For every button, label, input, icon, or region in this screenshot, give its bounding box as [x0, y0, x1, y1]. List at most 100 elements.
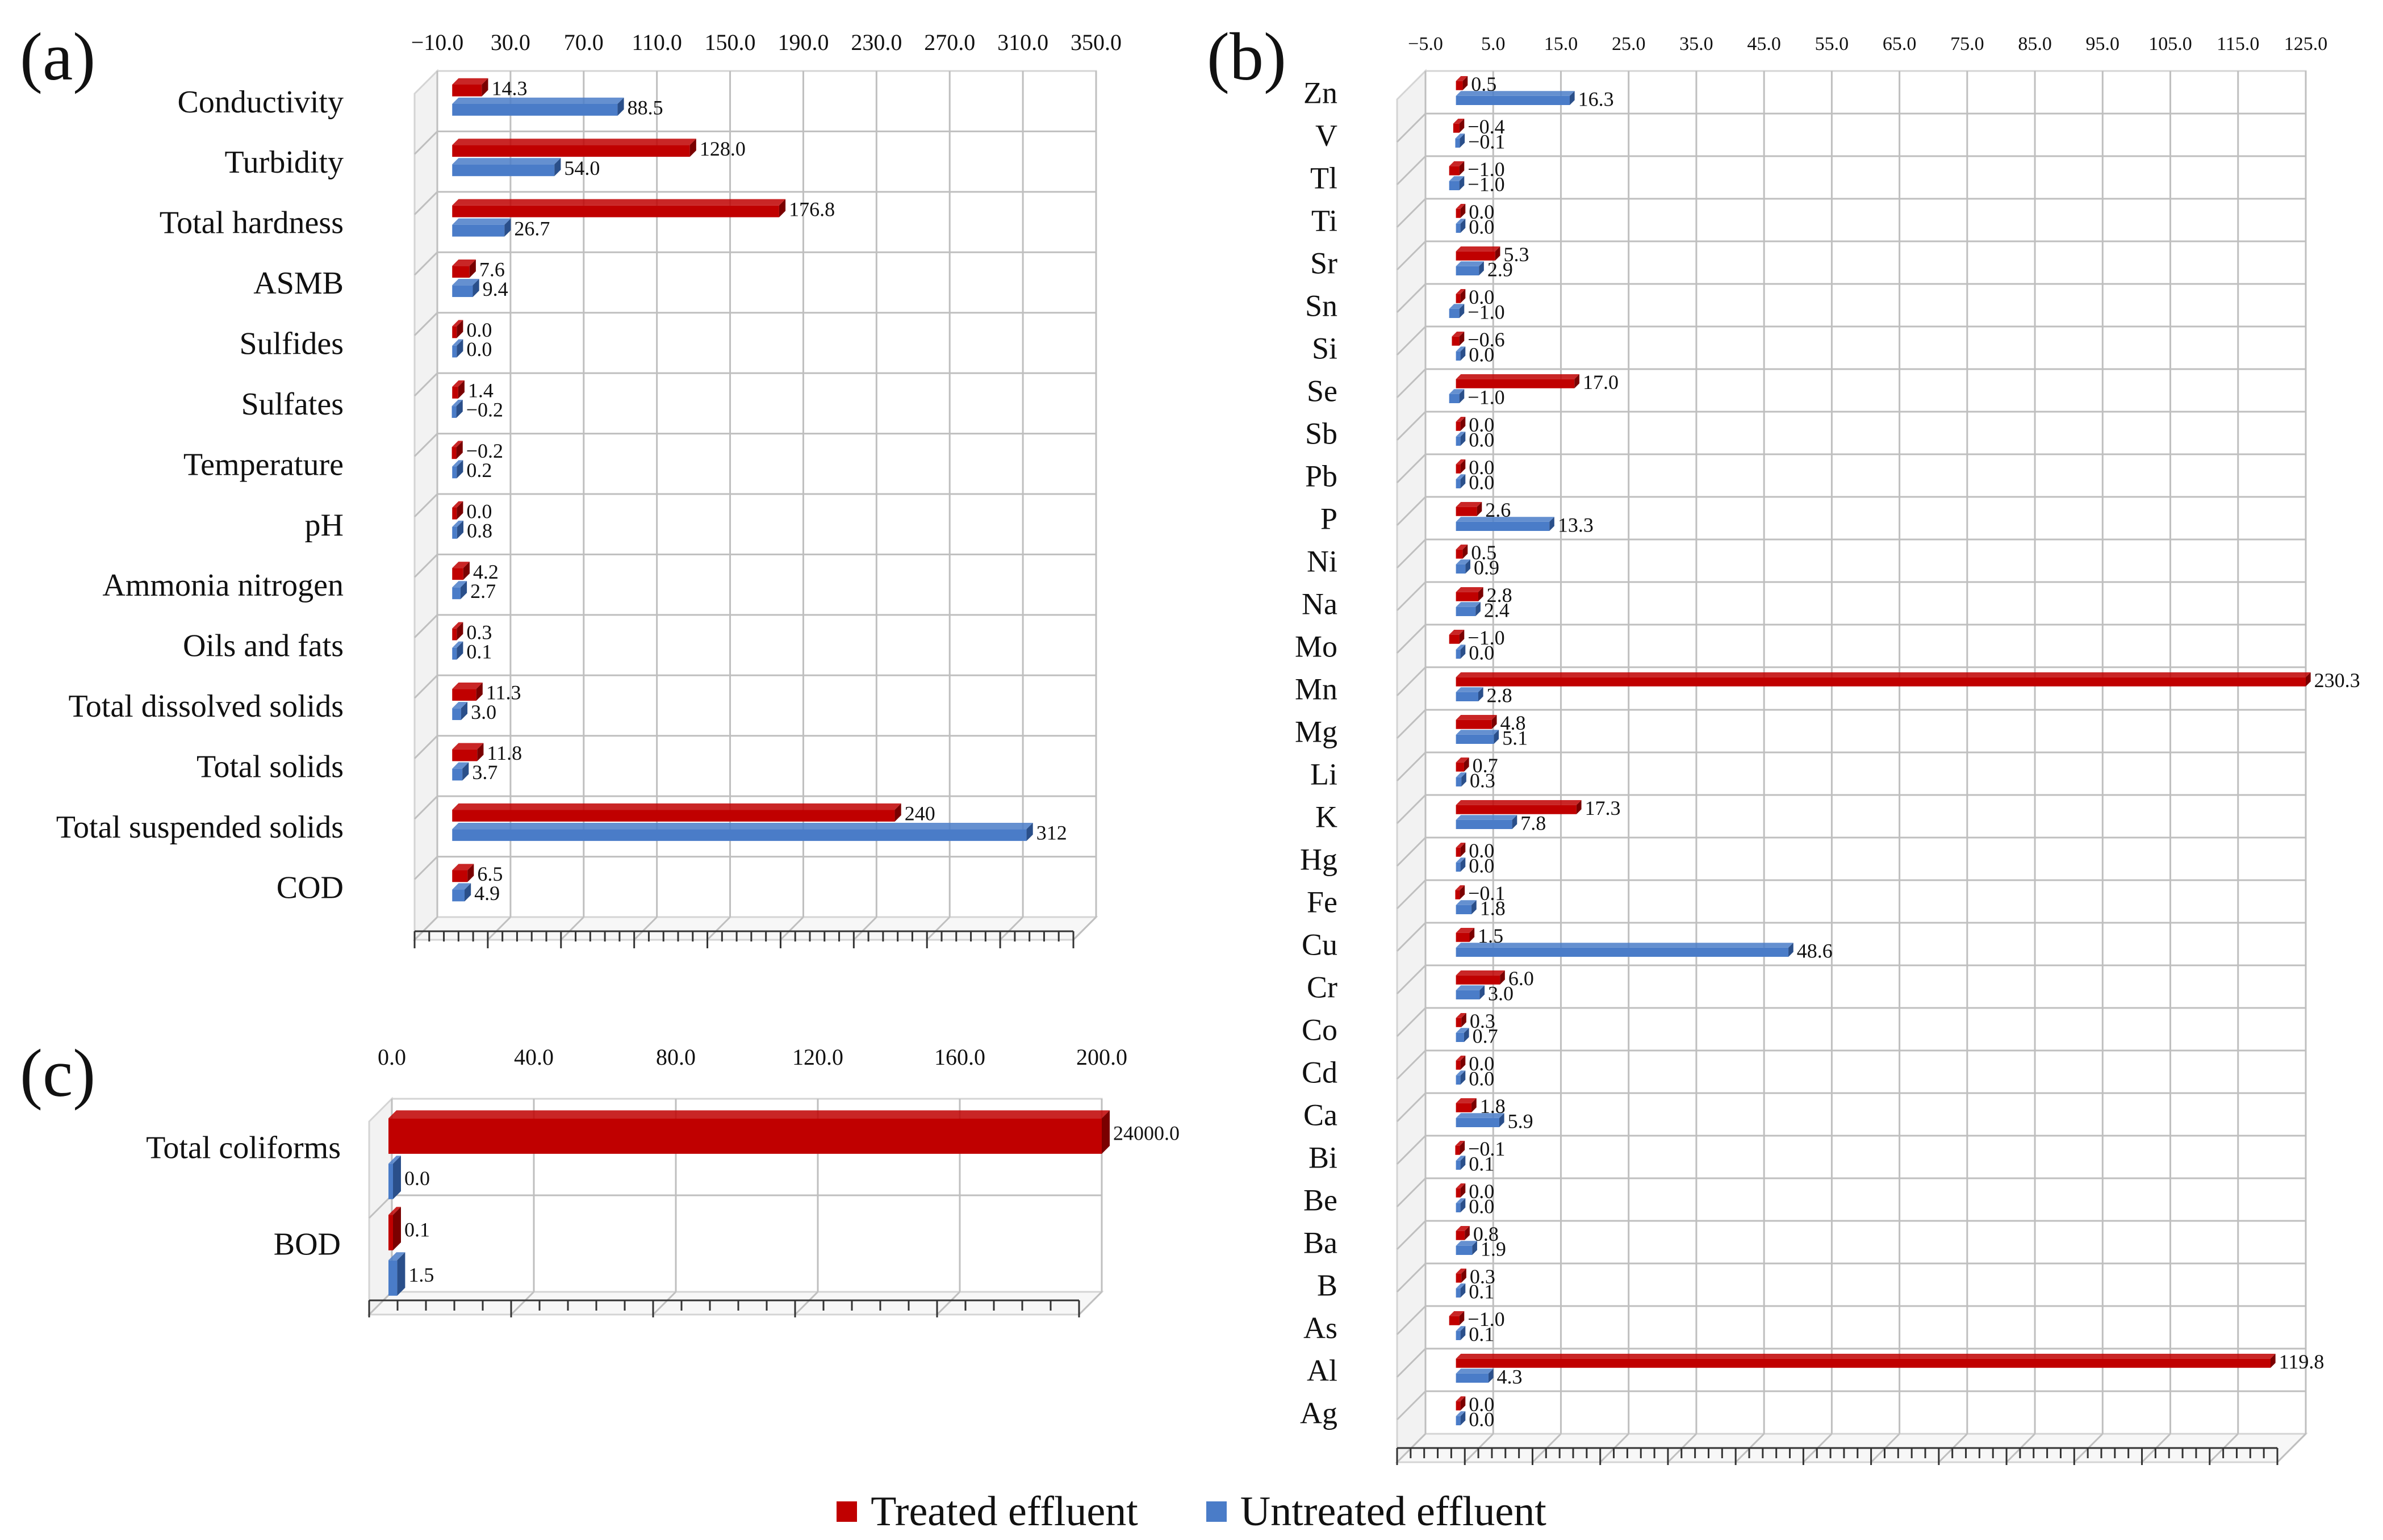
gridline-side: [1396, 1390, 1427, 1421]
untreated-value-label: 0.0: [404, 1167, 430, 1190]
x-tick-label: 40.0: [514, 1044, 554, 1070]
treated-bar-top: [452, 683, 483, 689]
untreated-bar-top: [1449, 304, 1465, 309]
untreated-bar: [1456, 521, 1550, 531]
treated-bar-top: [1456, 843, 1466, 848]
untreated-bar: [1456, 947, 1789, 957]
untreated-bar-top: [1456, 1028, 1469, 1033]
category-label: Sr: [1310, 246, 1337, 280]
untreated-bar-top: [1456, 474, 1466, 479]
untreated-bar: [388, 1164, 393, 1199]
untreated-value-label: −0.1: [1468, 130, 1505, 153]
untreated-bar-top: [1456, 1411, 1466, 1416]
treated-bar-top: [1456, 374, 1579, 379]
treated-value-label: 24000.0: [1113, 1121, 1180, 1144]
untreated-value-label: 5.9: [1508, 1110, 1533, 1132]
gridline-side: [1396, 964, 1427, 995]
treated-bar: [452, 205, 779, 217]
category-label: Mg: [1295, 714, 1337, 748]
untreated-bar-end: [1479, 985, 1485, 999]
category-label: Mn: [1295, 672, 1337, 706]
treated-bar: [1456, 507, 1477, 516]
untreated-bar-end: [1460, 645, 1466, 659]
gridline-side: [368, 1194, 393, 1219]
untreated-bar: [451, 406, 457, 418]
untreated-bar-end: [504, 218, 511, 237]
untreated-bar: [1455, 138, 1460, 148]
treated-bar: [1456, 421, 1461, 431]
treated-bar-end: [1462, 545, 1468, 559]
untreated-bar-top: [1456, 1326, 1466, 1331]
gridline-side: [413, 252, 438, 276]
treated-bar-end: [1460, 289, 1466, 303]
gridline-floor: [926, 916, 951, 941]
category-label: Zn: [1303, 76, 1337, 110]
untreated-bar-top: [1456, 1113, 1504, 1118]
untreated-bar-top: [1456, 943, 1793, 948]
gridline-side: [1396, 709, 1427, 739]
untreated-value-label: −0.2: [466, 399, 503, 421]
treated-bar-end: [1471, 1098, 1477, 1112]
untreated-bar: [1456, 266, 1479, 275]
untreated-value-label: 13.3: [1558, 513, 1594, 536]
untreated-value-label: 3.0: [1488, 982, 1514, 1005]
untreated-bar-top: [1456, 559, 1471, 564]
category-label: Oils and fats: [183, 629, 344, 664]
untreated-bar-end: [461, 702, 468, 721]
gridline-side: [1396, 794, 1427, 825]
treated-bar-top: [1456, 417, 1466, 422]
treated-bar-top: [1456, 204, 1466, 209]
treated-bar-end: [456, 441, 463, 459]
untreated-bar-end: [1475, 602, 1481, 616]
panel-label: (a): [20, 19, 95, 94]
untreated-bar-top: [452, 460, 463, 467]
treated-value-label: 230.3: [2314, 669, 2360, 692]
category-label: Total coliforms: [146, 1131, 341, 1166]
treated-bar: [1456, 1188, 1461, 1198]
category-label: Sulfides: [239, 327, 344, 362]
gridline-side: [1396, 1220, 1427, 1250]
untreated-bar-top: [452, 641, 463, 648]
x-tick-label: 45.0: [1747, 34, 1781, 55]
untreated-bar-end: [1460, 1156, 1466, 1170]
treated-bar-end: [1477, 502, 1482, 516]
treated-value-label: 119.8: [2279, 1350, 2325, 1373]
x-tick-label: 75.0: [1950, 34, 1984, 55]
treated-bar-top: [451, 441, 463, 447]
untreated-bar: [452, 768, 463, 781]
gridline-side: [413, 373, 438, 397]
category-label: Al: [1307, 1353, 1337, 1387]
untreated-bar-top: [452, 279, 479, 286]
treated-value-label: −1.0: [1468, 1308, 1504, 1330]
category-label: As: [1303, 1311, 1337, 1345]
treated-bar-end: [1461, 1269, 1466, 1283]
untreated-bar-top: [452, 883, 471, 890]
gridline-side: [1396, 623, 1427, 654]
treated-bar-top: [452, 260, 476, 266]
untreated-value-label: 9.4: [483, 278, 508, 300]
untreated-bar-end: [1459, 176, 1465, 190]
treated-bar: [452, 628, 457, 641]
untreated-bar-top: [1456, 1198, 1466, 1203]
gridline-side: [413, 614, 438, 638]
category-label: Total hardness: [160, 206, 344, 241]
x-tick-label: 190.0: [777, 30, 829, 55]
gridline-side: [1396, 283, 1427, 313]
treated-bar-top: [1456, 459, 1466, 464]
treated-bar: [1456, 932, 1470, 942]
treated-value-label: −0.1: [1468, 1137, 1505, 1160]
treated-value-label: −1.0: [1468, 158, 1504, 181]
untreated-bar-end: [1464, 1028, 1469, 1042]
x-tick-label: 70.0: [564, 30, 604, 55]
untreated-bar-end: [465, 883, 471, 902]
treated-value-label: 11.8: [487, 742, 522, 764]
treated-bar: [452, 266, 470, 278]
untreated-bar-top: [1456, 1369, 1494, 1374]
gridline-floor: [1000, 916, 1024, 941]
treated-bar: [1456, 81, 1463, 90]
treated-bar-end: [1461, 1013, 1466, 1027]
treated-value-label: 128.0: [700, 137, 746, 160]
treated-bar-top: [1449, 1311, 1465, 1316]
category-label: Sulfates: [241, 387, 344, 422]
treated-bar-top: [1456, 76, 1468, 81]
